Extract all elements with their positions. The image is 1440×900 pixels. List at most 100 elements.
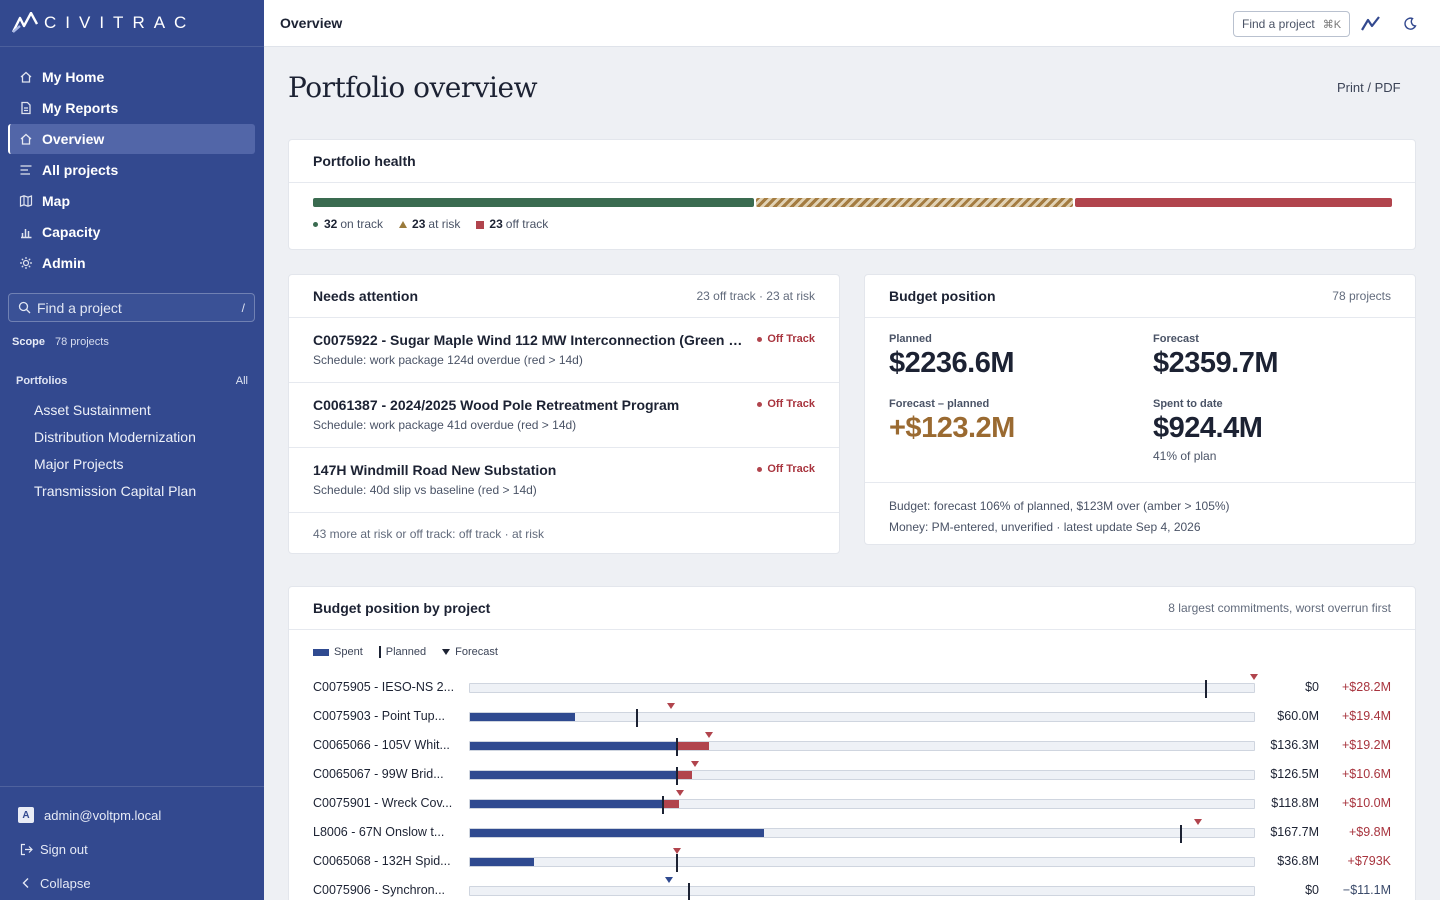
nav-item-map[interactable]: Map (8, 186, 255, 216)
project-name: C0065067 - 99W Brid... (313, 767, 444, 781)
sidebar-footer: A admin@voltpm.local Sign out Collapse (0, 786, 264, 900)
project-budget-row[interactable]: C0075901 - Wreck Cov... $118.8M +$10.0M (289, 790, 1416, 824)
forecast-marker (666, 703, 675, 709)
portfolio-item[interactable]: Major Projects (34, 455, 124, 472)
portfolio-item[interactable]: Asset Sustainment (34, 401, 151, 418)
metric-forecast: Forecast $2359.7M (1153, 333, 1279, 380)
project-budget-row[interactable]: C0065067 - 99W Brid... $126.5M +$10.6M (289, 761, 1416, 795)
print-pdf-button[interactable]: Print / PDF (1337, 80, 1401, 95)
project-budget-row[interactable]: L8006 - 67N Onslow t... $167.7M +$9.8M (289, 819, 1416, 853)
user-email: admin@voltpm.local (44, 807, 162, 823)
legend-on-track[interactable]: 32 on track (313, 217, 383, 231)
spent-value: $60.0M (1277, 709, 1319, 723)
status-badge: Off Track (757, 333, 815, 345)
on-track-count: 32 (324, 217, 338, 231)
map-icon (19, 194, 33, 208)
nav-item-my-home[interactable]: My Home (8, 62, 255, 92)
project-name: C0075906 - Synchron... (313, 883, 446, 897)
card-title: Budget position (889, 288, 996, 304)
planned-marker (687, 883, 690, 900)
portfolio-health-card: Portfolio health 32 on track 23 at risk 23… (288, 139, 1416, 250)
metric-planned: Planned $2236.6M (889, 333, 1015, 380)
nav-item-my-reports[interactable]: My Reports (8, 93, 255, 123)
dark-mode-toggle-icon[interactable] (1400, 14, 1420, 34)
card-title: Budget position by project (313, 600, 491, 616)
legend-off-track[interactable]: 23 off track (476, 217, 548, 231)
sign-out-label: Sign out (40, 841, 88, 857)
spent-bar (470, 771, 677, 779)
project-budget-row[interactable]: C0075905 - IESO-NS 2... $0 +$28.2M (289, 674, 1416, 708)
nav-label: All projects (42, 162, 119, 178)
document-icon (19, 101, 33, 115)
planned-marker (1179, 825, 1182, 843)
forecast-marker (672, 848, 681, 854)
health-bar-at-risk[interactable] (756, 198, 1074, 207)
planned-marker (1205, 680, 1208, 698)
project-name: C0075901 - Wreck Cov... (313, 796, 453, 810)
legend-at-risk[interactable]: 23 at risk (399, 217, 460, 231)
attention-more-link[interactable]: 43 more at risk or off track: off track … (313, 527, 544, 541)
budget-note: Money: PM-entered, unverified · latest u… (889, 520, 1201, 534)
collapse-button[interactable]: Collapse (0, 866, 264, 900)
metric-forecast-minus-planned: Forecast – planned +$123.2M (889, 398, 1015, 445)
user-account[interactable]: A admin@voltpm.local (0, 798, 264, 832)
spent-bar (470, 713, 576, 721)
project-budget-row[interactable]: C0065068 - 132H Spid... $36.8M +$793K (289, 848, 1416, 882)
brand-logo[interactable]: CIVITRAC (0, 0, 264, 47)
scope-value: 78 projects (55, 336, 109, 348)
find-project-button[interactable]: Find a project ⌘K (1233, 11, 1351, 37)
portfolios-heading: Portfolios All (0, 375, 264, 387)
nav-item-admin[interactable]: Admin (8, 248, 255, 278)
main-nav: My Home My Reports Overview All projects… (0, 47, 264, 278)
attention-item-reason: Schedule: work package 124d overdue (red… (313, 353, 583, 367)
at-risk-label: at risk (428, 217, 461, 231)
sidebar-search-input[interactable]: Find a project / (8, 293, 255, 322)
home-icon (19, 132, 33, 146)
legend-label: Planned (385, 646, 427, 658)
forecast-delta-value: +$10.0M (1342, 796, 1391, 810)
attention-item[interactable]: C0061387 - 2024/2025 Wood Pole Retreatme… (289, 383, 839, 448)
spent-bar (470, 858, 535, 866)
planned-marker (676, 767, 679, 785)
find-project-label: Find a project (1242, 17, 1315, 31)
spent-value: $167.7M (1270, 825, 1319, 839)
off-track-label: off track (505, 217, 549, 231)
project-budget-row[interactable]: C0075903 - Point Tup... $60.0M +$19.4M (289, 703, 1416, 737)
budget-track (469, 790, 1255, 814)
attention-item[interactable]: 147H Windmill Road New Substation Schedu… (289, 448, 839, 513)
home-icon (19, 70, 33, 84)
forecast-marker (1193, 819, 1202, 825)
nav-item-overview[interactable]: Overview (8, 124, 255, 154)
health-bar-on-track[interactable] (313, 198, 755, 207)
planned-marker (662, 796, 665, 814)
sidebar: CIVITRAC My Home My Reports Overview All… (0, 0, 264, 900)
forecast-delta-value: +$19.2M (1342, 738, 1391, 752)
attention-item-title: C0075922 - Sugar Maple Wind 112 MW Inter… (313, 332, 743, 348)
activity-icon[interactable] (1361, 14, 1381, 34)
project-name: C0065066 - 105V Whit... (313, 738, 450, 752)
sign-out-button[interactable]: Sign out (0, 832, 264, 866)
spent-value: $0 (1305, 883, 1319, 897)
portfolio-item[interactable]: Distribution Modernization (34, 428, 196, 445)
on-track-dot-icon (313, 222, 318, 228)
avatar: A (18, 807, 34, 823)
legend-forecast: Forecast (442, 646, 498, 658)
project-budget-row[interactable]: C0075906 - Synchron... $0 −$11.1M (289, 877, 1416, 900)
metric-value: $924.4M (1153, 412, 1263, 444)
health-bar-off-track[interactable] (1075, 198, 1392, 207)
budget-track (469, 848, 1255, 872)
attention-item-reason: Schedule: 40d slip vs baseline (red > 14… (313, 483, 537, 497)
budget-metrics: Planned $2236.6M Forecast $2359.7M Forec… (865, 318, 1415, 483)
nav-item-all-projects[interactable]: All projects (8, 155, 255, 185)
portfolio-item[interactable]: Transmission Capital Plan (34, 482, 197, 499)
project-budget-row[interactable]: C0065066 - 105V Whit... $136.3M +$19.2M (289, 732, 1416, 766)
scope-info: Scope 78 projects (0, 322, 264, 348)
status-badge: Off Track (757, 463, 815, 475)
status-badge: Off Track (757, 398, 815, 410)
forecast-delta-value: +$10.6M (1342, 767, 1391, 781)
forecast-marker (691, 761, 699, 767)
planned-marker (676, 738, 679, 756)
portfolios-all-link[interactable]: All (235, 375, 248, 387)
attention-item[interactable]: C0075922 - Sugar Maple Wind 112 MW Inter… (289, 318, 839, 383)
nav-item-capacity[interactable]: Capacity (8, 217, 255, 247)
